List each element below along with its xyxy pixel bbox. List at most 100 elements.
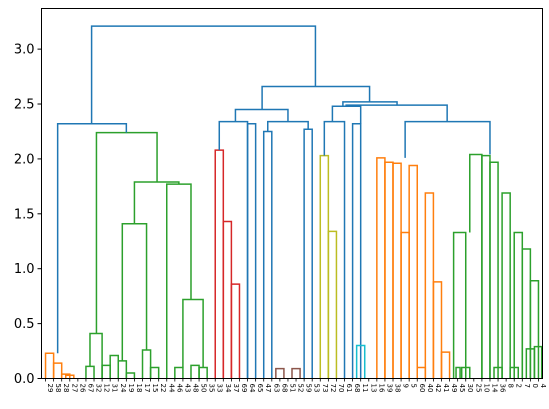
dendrogram-link xyxy=(56,123,128,354)
dendrogram-link xyxy=(52,362,63,379)
dendrogram-link xyxy=(323,120,346,379)
leaf-label: 30 xyxy=(466,384,474,393)
leaf-label: 49 xyxy=(450,384,458,393)
leaf-label: 12 xyxy=(103,384,111,393)
leaf-label: 65 xyxy=(256,384,264,393)
dendrogram-link xyxy=(149,366,160,379)
leaf-label: 9 xyxy=(402,384,410,388)
dendrogram-link xyxy=(275,367,285,379)
leaf-label: 37 xyxy=(232,384,240,393)
leaf-label: 16 xyxy=(377,384,385,393)
leaf-label: 5 xyxy=(410,384,418,388)
dendrogram-link xyxy=(533,345,543,379)
leaf-label: 67 xyxy=(86,384,94,393)
leaf-label: 15 xyxy=(151,384,159,393)
leaf-label: 63 xyxy=(272,384,280,393)
leaf-label: 52 xyxy=(297,384,305,393)
dendrogram-link xyxy=(501,192,511,379)
leaf-label: 25 xyxy=(474,384,482,393)
leaf-label: 2 xyxy=(515,384,523,388)
leaf-label: 68 xyxy=(280,384,288,393)
y-tick-label: 1.5 xyxy=(14,207,35,222)
leaf-label: 8 xyxy=(507,384,515,388)
dendrogram-link xyxy=(234,108,289,122)
dendrogram-link xyxy=(125,372,136,379)
leaf-label: 44 xyxy=(167,384,175,393)
leaf-label: 29 xyxy=(46,384,54,393)
leaf-label: 59 xyxy=(305,384,313,393)
leaf-label: 61 xyxy=(345,384,353,393)
leaf-label: 22 xyxy=(159,384,167,393)
leaf-label: 40 xyxy=(426,384,434,393)
leaf-label: 31 xyxy=(111,384,119,393)
leaf-label: 50 xyxy=(200,384,208,393)
leaf-label: 18 xyxy=(135,384,143,393)
dendrogram-link xyxy=(355,344,366,379)
leaf-label: 33 xyxy=(216,384,224,393)
leaf-label: 64 xyxy=(248,384,256,393)
leaf-label: 13 xyxy=(369,384,377,393)
leaf-label: 11 xyxy=(361,384,369,393)
leaf-label: 70 xyxy=(337,384,345,393)
leaf-label: 19 xyxy=(127,384,135,393)
dendrogram-link xyxy=(351,123,362,379)
y-tick-label: 2.5 xyxy=(14,98,35,113)
dendrogram-link xyxy=(230,283,241,379)
y-tick-label: 3.0 xyxy=(14,43,35,58)
dendrogram-link xyxy=(452,231,467,379)
leaf-label: 17 xyxy=(143,384,151,393)
dendrogram-link xyxy=(133,181,180,224)
leaf-label: 28 xyxy=(62,384,70,393)
leaf-label: 35 xyxy=(208,384,216,393)
dendrogram-link xyxy=(121,222,148,361)
dendrogram-link xyxy=(303,128,313,379)
leaf-label: 0 xyxy=(531,384,539,388)
leaf-label: 68 xyxy=(353,384,361,393)
dendrogram-link xyxy=(440,351,451,379)
leaf-label: 10 xyxy=(482,384,490,393)
dendrogram-link xyxy=(166,183,192,379)
dendrogram-link xyxy=(327,230,338,379)
leaf-label: 32 xyxy=(95,384,103,393)
leaf-label: 41 xyxy=(442,384,450,393)
dendrogram-link xyxy=(85,365,95,379)
dendrogram-link xyxy=(432,281,443,379)
dendrogram-link xyxy=(408,164,418,379)
leaf-label: 4 xyxy=(539,384,547,389)
x-axis-leaf-labels: 29 58 28 27 26 67 32 12 31 24 19 18 17 15 22 44 46 43 48 50… xyxy=(45,378,547,393)
leaf-label: 42 xyxy=(434,384,442,393)
leaf-label: 69 xyxy=(240,384,248,393)
leaf-label: 14 xyxy=(490,384,498,393)
leaf-label: 58 xyxy=(54,384,62,393)
leaf-label: 38 xyxy=(394,384,402,393)
leaf-label: 7 xyxy=(523,384,531,388)
leaf-label: 36 xyxy=(499,384,507,393)
leaf-label: 60 xyxy=(418,384,426,393)
dendrogram-link xyxy=(174,366,184,379)
dendrogram-link xyxy=(246,123,257,379)
y-tick-label: 0.0 xyxy=(14,372,35,387)
leaf-label: 51 xyxy=(288,384,296,393)
dendrogram-link xyxy=(455,366,461,379)
dendrogram-link xyxy=(489,161,499,379)
leaf-label: 24 xyxy=(119,384,127,393)
y-tick-label: 1.0 xyxy=(14,262,35,277)
leaf-label: 53 xyxy=(313,384,321,393)
plot-frame xyxy=(41,8,543,379)
leaf-label: 72 xyxy=(329,384,337,393)
dendrogram-link xyxy=(60,373,71,379)
leaf-label: 39 xyxy=(385,384,393,393)
dendrogram-link xyxy=(182,298,204,368)
leaf-label: 45 xyxy=(458,384,466,393)
dendrogram-link xyxy=(64,374,75,379)
dendrogram-link xyxy=(291,367,301,379)
dendrogram-link xyxy=(198,366,208,379)
dendrogram-link xyxy=(460,366,471,379)
leaf-label: 43 xyxy=(183,384,191,393)
dendrogram-link xyxy=(90,25,317,124)
dendrogram-link xyxy=(529,280,540,379)
leaf-label: 48 xyxy=(191,384,199,393)
leaf-label: 26 xyxy=(78,384,86,393)
